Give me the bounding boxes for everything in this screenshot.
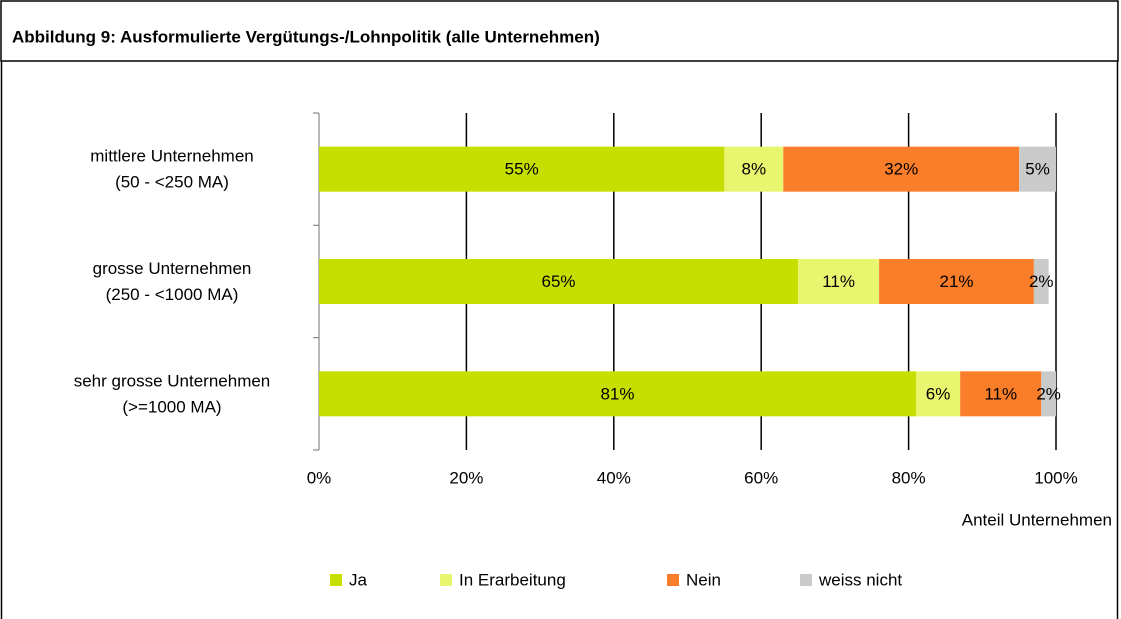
y-tick-label: sehr grosse Unternehmen — [74, 371, 271, 390]
data-label: 2% — [1029, 272, 1054, 291]
x-tick-label: 100% — [1034, 468, 1077, 487]
legend-label: In Erarbeitung — [459, 570, 566, 589]
legend-swatch — [667, 574, 679, 586]
data-label: 6% — [926, 384, 951, 403]
bar-segment — [960, 371, 1042, 417]
x-tick-label: 80% — [892, 468, 926, 487]
legend-swatch — [330, 574, 342, 586]
y-tick-label: (250 - <1000 MA) — [106, 285, 239, 304]
bar-segment — [1041, 371, 1056, 417]
title-box — [0, 0, 1119, 62]
bar-segment — [915, 371, 961, 417]
y-tick-label: mittlere Unternehmen — [90, 147, 253, 166]
x-tick-label: 40% — [597, 468, 631, 487]
bar-segment — [798, 259, 880, 304]
bar-segment — [783, 146, 1020, 192]
data-label: 21% — [939, 272, 973, 291]
legend-label: weiss nicht — [818, 570, 902, 589]
x-tick-label: 20% — [449, 468, 483, 487]
legend-swatch — [440, 574, 452, 586]
data-label: 8% — [742, 160, 767, 179]
data-label: 11% — [984, 384, 1017, 403]
data-label: 11% — [822, 272, 855, 291]
data-label: 5% — [1025, 160, 1050, 179]
chart-title: Abbildung 9: Ausformulierte Vergütungs-/… — [12, 27, 600, 46]
bar-segment — [879, 259, 1034, 304]
bar-segment — [724, 146, 784, 192]
data-label: 81% — [600, 384, 634, 403]
bar-segment — [319, 371, 916, 417]
bar-segment — [1033, 259, 1049, 304]
data-label: 55% — [505, 160, 539, 179]
data-label: 65% — [542, 272, 576, 291]
legend-label: Nein — [686, 570, 721, 589]
x-tick-label: 60% — [744, 468, 778, 487]
bar-segment — [319, 146, 725, 192]
x-axis-label: Anteil Unternehmen — [962, 510, 1112, 529]
y-tick-label: grosse Unternehmen — [93, 259, 252, 278]
data-label: 2% — [1036, 384, 1061, 403]
x-tick-label: 0% — [307, 468, 332, 487]
legend-swatch — [800, 574, 812, 586]
bar-segment — [319, 259, 799, 304]
bar-segment — [1019, 146, 1056, 192]
y-tick-label: (50 - <250 MA) — [115, 173, 229, 192]
y-tick-label: (>=1000 MA) — [122, 397, 221, 416]
legend-label: Ja — [349, 570, 368, 589]
data-label: 32% — [884, 160, 918, 179]
